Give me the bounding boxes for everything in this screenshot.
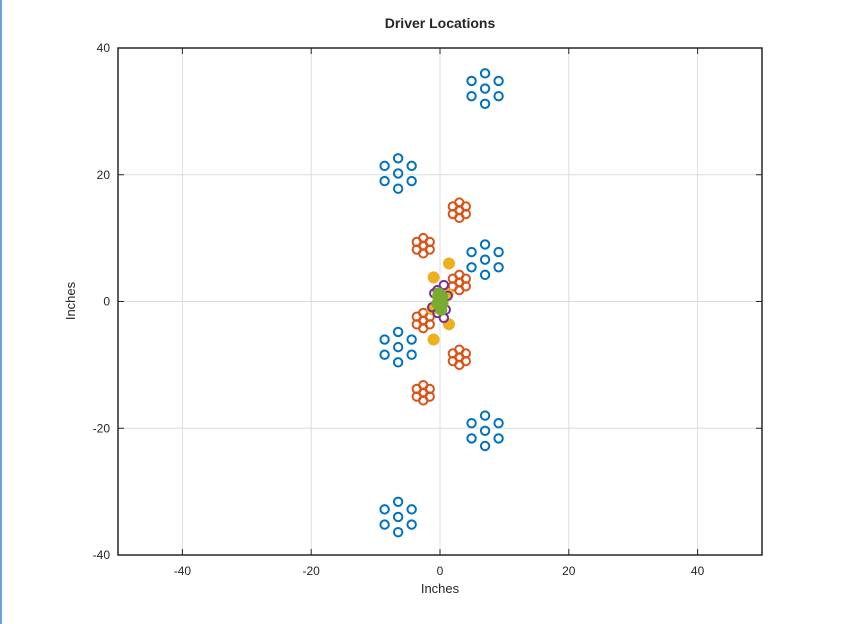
y-axis-label: Inches <box>63 281 78 320</box>
data-point <box>438 279 450 291</box>
data-point <box>379 349 390 360</box>
x-tick-label: 0 <box>437 564 444 578</box>
data-point <box>392 496 404 507</box>
y-axis-ticks: -40 -20 0 20 40 <box>93 41 762 562</box>
x-tick-label: 20 <box>562 564 576 578</box>
data-point <box>466 433 477 444</box>
data-point <box>392 526 404 538</box>
data-point <box>432 287 445 300</box>
x-tick-label: -20 <box>303 564 321 578</box>
y-tick-label: 0 <box>103 295 110 309</box>
data-point <box>493 417 504 429</box>
y-tick-label: -40 <box>93 548 111 562</box>
data-point <box>392 511 404 523</box>
chart-title: Driver Locations <box>385 15 496 31</box>
data-point <box>479 269 491 281</box>
series-2 <box>411 197 471 406</box>
x-axis-ticks: -40 -20 0 20 40 <box>174 48 705 578</box>
data-point <box>443 318 456 331</box>
data-point <box>379 175 390 187</box>
data-point <box>392 183 404 194</box>
data-point <box>466 246 477 258</box>
data-point <box>406 160 417 172</box>
data-point <box>493 262 504 273</box>
data-point <box>479 68 491 79</box>
data-point <box>466 90 477 102</box>
y-tick-label: 20 <box>97 168 111 182</box>
data-point <box>493 433 504 444</box>
data-point <box>392 357 404 368</box>
data-point <box>479 239 491 250</box>
data-point <box>379 504 390 515</box>
data-point <box>379 519 390 530</box>
data-point <box>479 254 491 265</box>
data-point <box>466 75 477 87</box>
data-point <box>479 440 491 452</box>
data-point <box>418 315 429 326</box>
data-point <box>479 83 491 94</box>
data-point <box>454 352 465 363</box>
series-1 <box>379 68 504 538</box>
series-5 <box>431 287 449 316</box>
data-point <box>443 257 456 270</box>
data-point <box>466 262 477 273</box>
data-point <box>418 387 429 398</box>
data-point <box>392 168 404 179</box>
data-point <box>427 271 440 284</box>
data-point <box>427 333 440 346</box>
data-markers <box>379 68 504 538</box>
data-point <box>479 410 491 421</box>
data-point <box>454 277 465 288</box>
data-point <box>493 75 504 87</box>
y-tick-label: -20 <box>93 421 111 435</box>
data-point <box>493 246 504 258</box>
y-tick-label: 40 <box>97 41 111 55</box>
data-point <box>406 334 417 345</box>
data-point <box>406 349 417 360</box>
data-point <box>454 205 465 216</box>
data-point <box>392 341 404 353</box>
data-point <box>379 334 390 345</box>
x-tick-label: 40 <box>691 564 705 578</box>
data-point <box>392 326 404 338</box>
data-point <box>435 303 448 316</box>
data-point <box>493 90 504 102</box>
data-point <box>379 160 390 172</box>
data-point <box>466 417 477 429</box>
x-tick-label: -40 <box>174 564 192 578</box>
data-point <box>418 240 429 251</box>
data-point <box>406 175 417 187</box>
data-point <box>479 98 491 109</box>
data-point <box>406 504 417 515</box>
x-axis-label: Inches <box>421 581 460 596</box>
data-point <box>392 153 404 164</box>
data-point <box>479 425 491 436</box>
data-point <box>406 519 417 530</box>
